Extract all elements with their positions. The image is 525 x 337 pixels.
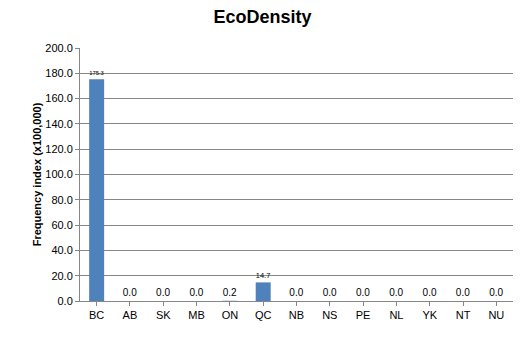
svg-text:0.0: 0.0 <box>156 287 170 298</box>
svg-text:QC: QC <box>255 309 272 321</box>
svg-text:0.0: 0.0 <box>423 287 437 298</box>
svg-text:Frequency index (x100,000): Frequency index (x100,000) <box>31 102 43 246</box>
svg-text:160.0: 160.0 <box>45 92 73 104</box>
svg-text:120.0: 120.0 <box>45 143 73 155</box>
svg-text:0.0: 0.0 <box>323 287 337 298</box>
svg-text:0.0: 0.0 <box>58 295 73 307</box>
svg-text:0.0: 0.0 <box>389 287 403 298</box>
svg-text:EcoDensity: EcoDensity <box>213 7 311 27</box>
svg-text:MB: MB <box>188 309 205 321</box>
svg-text:20.0: 20.0 <box>51 270 72 282</box>
svg-text:175.3: 175.3 <box>89 70 104 76</box>
svg-text:14.7: 14.7 <box>256 271 271 280</box>
svg-text:NB: NB <box>289 309 304 321</box>
svg-text:ON: ON <box>222 309 239 321</box>
svg-text:AB: AB <box>123 309 138 321</box>
svg-text:0.2: 0.2 <box>223 287 237 298</box>
svg-text:100.0: 100.0 <box>45 168 73 180</box>
svg-text:60.0: 60.0 <box>51 219 72 231</box>
svg-text:NT: NT <box>456 309 471 321</box>
svg-text:80.0: 80.0 <box>51 194 72 206</box>
svg-text:0.0: 0.0 <box>456 287 470 298</box>
svg-text:YK: YK <box>422 309 437 321</box>
svg-text:NU: NU <box>488 309 504 321</box>
svg-text:0.0: 0.0 <box>123 287 137 298</box>
svg-text:140.0: 140.0 <box>45 118 73 130</box>
svg-text:PE: PE <box>356 309 371 321</box>
svg-text:200.0: 200.0 <box>45 42 73 54</box>
svg-text:40.0: 40.0 <box>51 244 72 256</box>
svg-text:0.0: 0.0 <box>489 287 503 298</box>
svg-text:SK: SK <box>156 309 171 321</box>
svg-text:NL: NL <box>389 309 403 321</box>
svg-text:0.0: 0.0 <box>289 287 303 298</box>
svg-text:BC: BC <box>89 309 104 321</box>
svg-text:NS: NS <box>322 309 337 321</box>
svg-text:0.0: 0.0 <box>189 287 203 298</box>
svg-text:0.0: 0.0 <box>356 287 370 298</box>
svg-text:180.0: 180.0 <box>45 67 73 79</box>
